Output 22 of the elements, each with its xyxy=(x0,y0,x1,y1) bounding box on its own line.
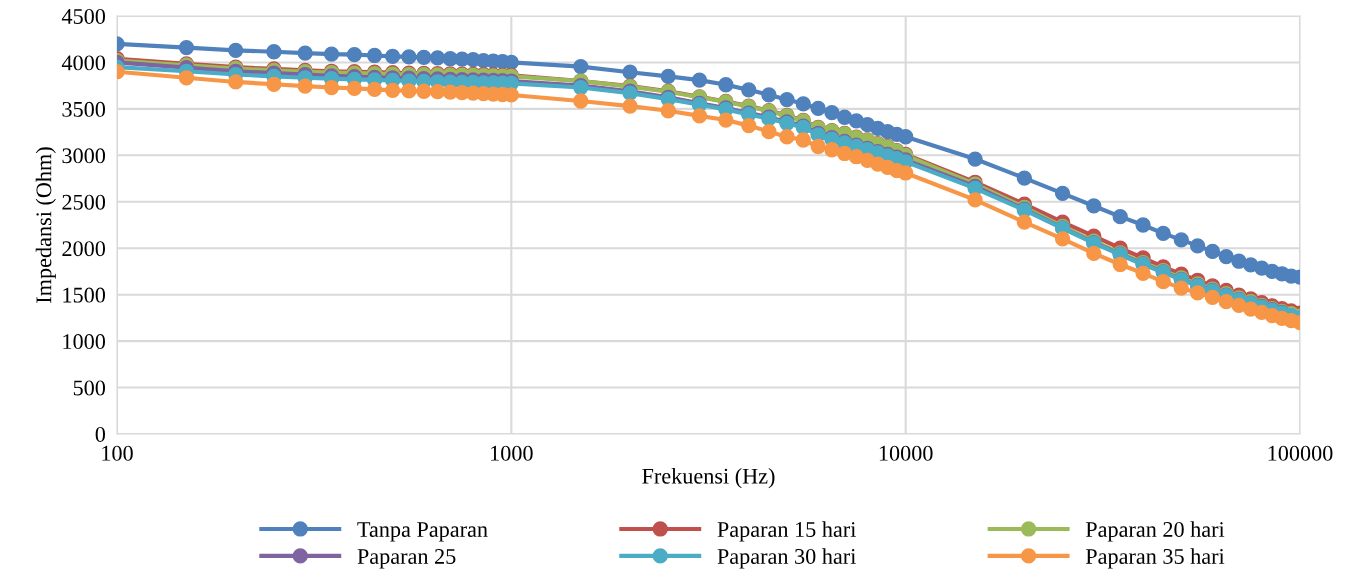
legend-label: Tanpa Paparan xyxy=(357,522,488,542)
y-tick-label: 1000 xyxy=(63,334,106,350)
legend-label: Paparan 20 hari xyxy=(1085,521,1225,542)
y-tick-label: 3000 xyxy=(62,148,106,164)
y-tick-label: 1500 xyxy=(63,287,106,303)
legend-label: Paparan 30 hari xyxy=(717,548,856,569)
y-tick-label: 500 xyxy=(73,380,106,396)
y-tick-label: 0 xyxy=(95,426,106,442)
x-tick-label: 1000 xyxy=(491,445,533,461)
y-tick-label: 2500 xyxy=(62,194,106,210)
x-tick-label: 100000 xyxy=(1268,445,1333,461)
x-axis-title: Frekuensi (Hz) xyxy=(642,468,775,489)
y-tick-label: 2000 xyxy=(62,241,106,257)
y-tick-label: 4000 xyxy=(61,55,106,71)
legend-label: Paparan 25 xyxy=(357,549,456,569)
y-tick-label: 3500 xyxy=(62,101,106,117)
legend-label: Paparan 35 hari xyxy=(1085,548,1225,569)
legend-label: Paparan 15 hari xyxy=(717,521,856,542)
y-tick-label: 4500 xyxy=(61,8,106,24)
x-tick-label: 100 xyxy=(102,445,133,461)
y-axis-title: Impedansi (Ohm) xyxy=(35,147,56,303)
x-tick-label: 10000 xyxy=(879,445,933,461)
